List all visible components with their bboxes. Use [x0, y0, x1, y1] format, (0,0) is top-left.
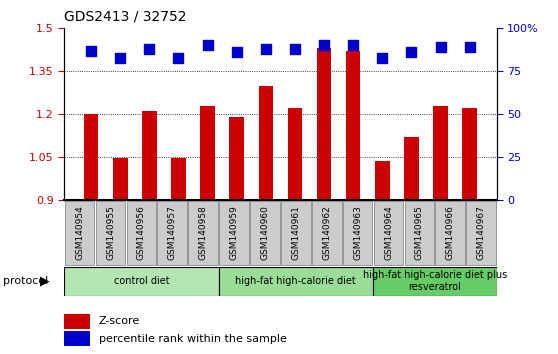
Text: GSM140961: GSM140961: [291, 205, 300, 260]
Text: GSM140965: GSM140965: [415, 205, 424, 260]
FancyBboxPatch shape: [65, 201, 94, 265]
Text: percentile rank within the sample: percentile rank within the sample: [99, 334, 287, 344]
Bar: [229, 117, 244, 200]
FancyBboxPatch shape: [374, 201, 403, 265]
FancyBboxPatch shape: [95, 201, 126, 265]
Text: protocol: protocol: [3, 276, 48, 286]
Bar: [404, 137, 418, 200]
FancyBboxPatch shape: [466, 201, 496, 265]
Point: [465, 44, 474, 50]
Text: GDS2413 / 32752: GDS2413 / 32752: [64, 9, 187, 23]
Bar: [64, 331, 90, 346]
FancyBboxPatch shape: [189, 201, 218, 265]
Point: [407, 50, 416, 55]
FancyBboxPatch shape: [343, 201, 372, 265]
Point: [116, 55, 124, 60]
FancyBboxPatch shape: [405, 201, 434, 265]
Bar: [84, 114, 98, 200]
Text: GSM140963: GSM140963: [353, 205, 362, 260]
Point: [203, 43, 212, 48]
Text: GSM140958: GSM140958: [199, 205, 208, 260]
Text: high-fat high-calorie diet: high-fat high-calorie diet: [235, 276, 356, 286]
FancyBboxPatch shape: [373, 267, 497, 296]
Text: GSM140966: GSM140966: [446, 205, 455, 260]
FancyBboxPatch shape: [219, 201, 249, 265]
Point: [378, 55, 387, 60]
Bar: [171, 158, 186, 200]
Text: GSM140962: GSM140962: [322, 205, 331, 260]
Text: GSM140956: GSM140956: [137, 205, 146, 260]
Bar: [258, 86, 273, 200]
Text: GSM140967: GSM140967: [477, 205, 485, 260]
Point: [232, 50, 241, 55]
Point: [436, 44, 445, 50]
Bar: [433, 105, 448, 200]
Bar: [200, 105, 215, 200]
FancyBboxPatch shape: [312, 201, 341, 265]
FancyBboxPatch shape: [64, 267, 219, 296]
Bar: [346, 51, 360, 200]
Text: GSM140954: GSM140954: [75, 205, 84, 260]
Text: GSM140960: GSM140960: [261, 205, 270, 260]
Text: GSM140959: GSM140959: [229, 205, 239, 260]
Point: [320, 43, 329, 48]
Bar: [142, 111, 157, 200]
Bar: [64, 314, 90, 329]
Text: high-fat high-calorie diet plus
resveratrol: high-fat high-calorie diet plus resverat…: [363, 270, 507, 292]
Text: ▶: ▶: [40, 275, 50, 287]
Text: GSM140957: GSM140957: [168, 205, 177, 260]
Bar: [113, 158, 128, 200]
Point: [349, 43, 358, 48]
Point: [291, 46, 300, 52]
Point: [86, 48, 95, 53]
FancyBboxPatch shape: [250, 201, 280, 265]
Point: [145, 46, 154, 52]
Text: Z-score: Z-score: [99, 316, 140, 326]
FancyBboxPatch shape: [219, 267, 373, 296]
Text: GSM140955: GSM140955: [106, 205, 115, 260]
Text: control diet: control diet: [114, 276, 169, 286]
FancyBboxPatch shape: [435, 201, 465, 265]
Bar: [288, 108, 302, 200]
Bar: [317, 48, 331, 200]
Bar: [375, 161, 389, 200]
Bar: [463, 108, 477, 200]
FancyBboxPatch shape: [281, 201, 311, 265]
Point: [174, 55, 183, 60]
Text: GSM140964: GSM140964: [384, 205, 393, 260]
FancyBboxPatch shape: [157, 201, 187, 265]
FancyBboxPatch shape: [127, 201, 156, 265]
Point: [261, 46, 270, 52]
